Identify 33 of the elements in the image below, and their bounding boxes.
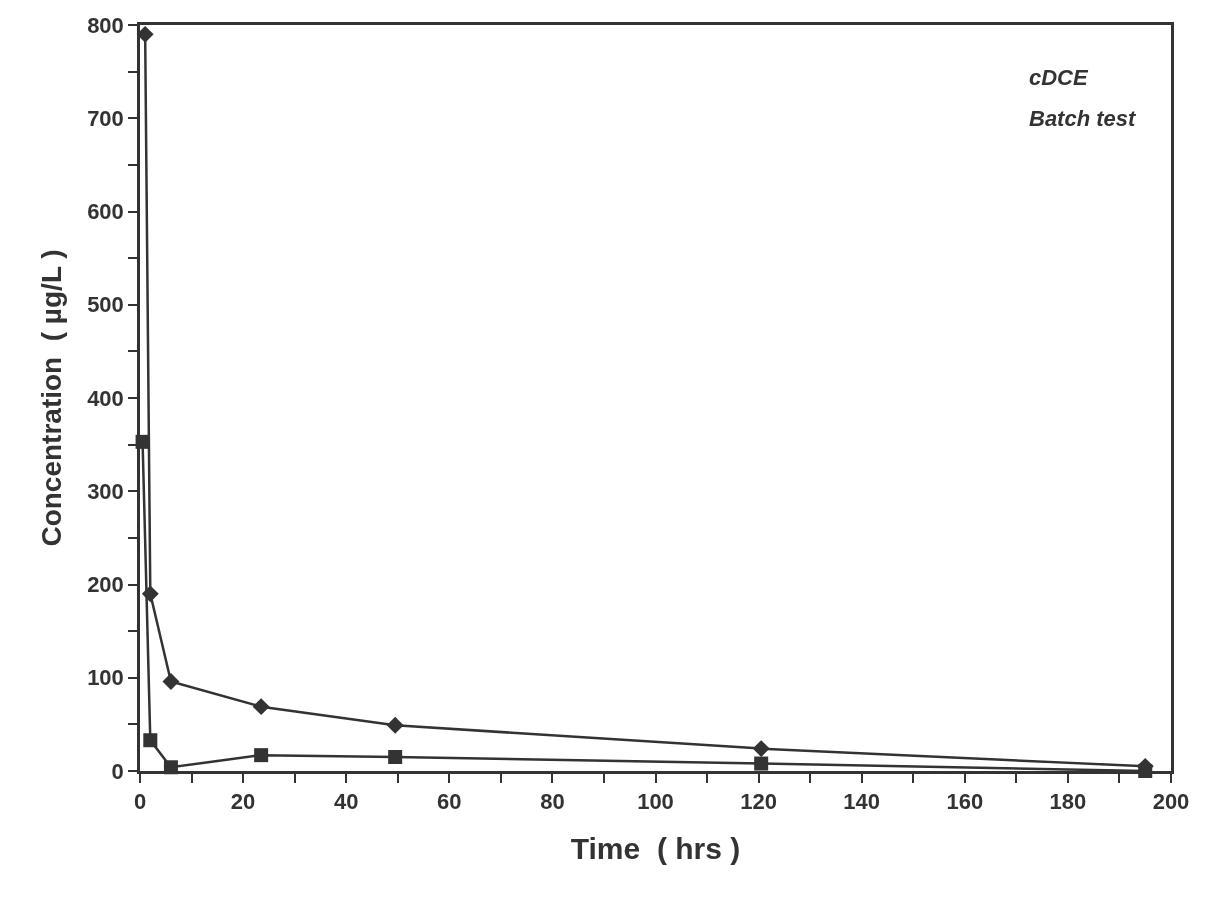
x-tick-label: 180 — [1049, 789, 1087, 815]
point — [141, 585, 159, 603]
x-tick-label: 80 — [540, 789, 565, 815]
point — [162, 673, 180, 690]
x-tick-label: 160 — [946, 789, 984, 815]
y-tick-label: 700 — [87, 105, 124, 131]
point — [388, 750, 403, 765]
y-tick-label: 0 — [111, 758, 124, 784]
point — [254, 748, 269, 763]
x-tick-label: 100 — [637, 789, 674, 815]
x-tick-label: 0 — [133, 789, 147, 815]
x-tick-label: 200 — [1152, 789, 1190, 815]
point — [752, 740, 770, 758]
y-tick-label: 600 — [87, 199, 124, 225]
x-tick-label: 60 — [437, 789, 462, 815]
y-tick-label: 200 — [87, 572, 124, 598]
x-tick-label: 120 — [740, 789, 777, 815]
y-tick-label: 300 — [87, 478, 124, 504]
point — [143, 733, 158, 748]
x-axis-title: Time ( hrs ) — [570, 831, 741, 865]
y-tick-label: 400 — [87, 385, 124, 411]
x-tick-label: 140 — [843, 789, 881, 815]
annotation: Batch test — [1029, 106, 1138, 131]
y-tick-label: 100 — [87, 665, 124, 691]
annotation: cDCE — [1029, 65, 1090, 90]
y-tick-label: 500 — [87, 292, 124, 318]
point — [252, 698, 270, 716]
y-axis-title: Concentration ( µg/L ) — [35, 249, 67, 547]
point — [754, 756, 769, 771]
x-tick-label: 40 — [333, 789, 359, 815]
y-tick-label: 800 — [87, 12, 124, 38]
x-tick-label: 20 — [230, 789, 256, 815]
point — [386, 716, 404, 734]
